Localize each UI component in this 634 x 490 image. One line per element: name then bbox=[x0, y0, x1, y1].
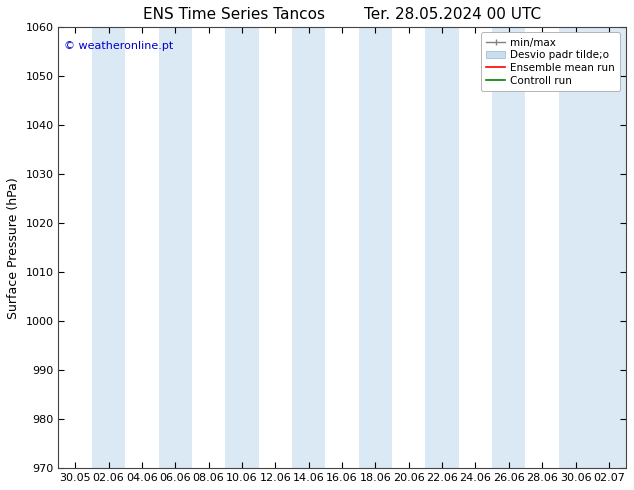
Bar bbox=[292, 27, 325, 468]
Title: ENS Time Series Tancos        Ter. 28.05.2024 00 UTC: ENS Time Series Tancos Ter. 28.05.2024 0… bbox=[143, 7, 541, 22]
Y-axis label: Surface Pressure (hPa): Surface Pressure (hPa) bbox=[7, 177, 20, 318]
Bar bbox=[592, 27, 626, 468]
Bar bbox=[425, 27, 459, 468]
Text: © weatheronline.pt: © weatheronline.pt bbox=[64, 41, 174, 50]
Legend: min/max, Desvio padr tilde;o, Ensemble mean run, Controll run: min/max, Desvio padr tilde;o, Ensemble m… bbox=[481, 32, 620, 91]
Bar bbox=[92, 27, 125, 468]
Bar bbox=[225, 27, 259, 468]
Bar bbox=[359, 27, 392, 468]
Bar bbox=[158, 27, 192, 468]
Bar bbox=[559, 27, 592, 468]
Bar bbox=[492, 27, 526, 468]
